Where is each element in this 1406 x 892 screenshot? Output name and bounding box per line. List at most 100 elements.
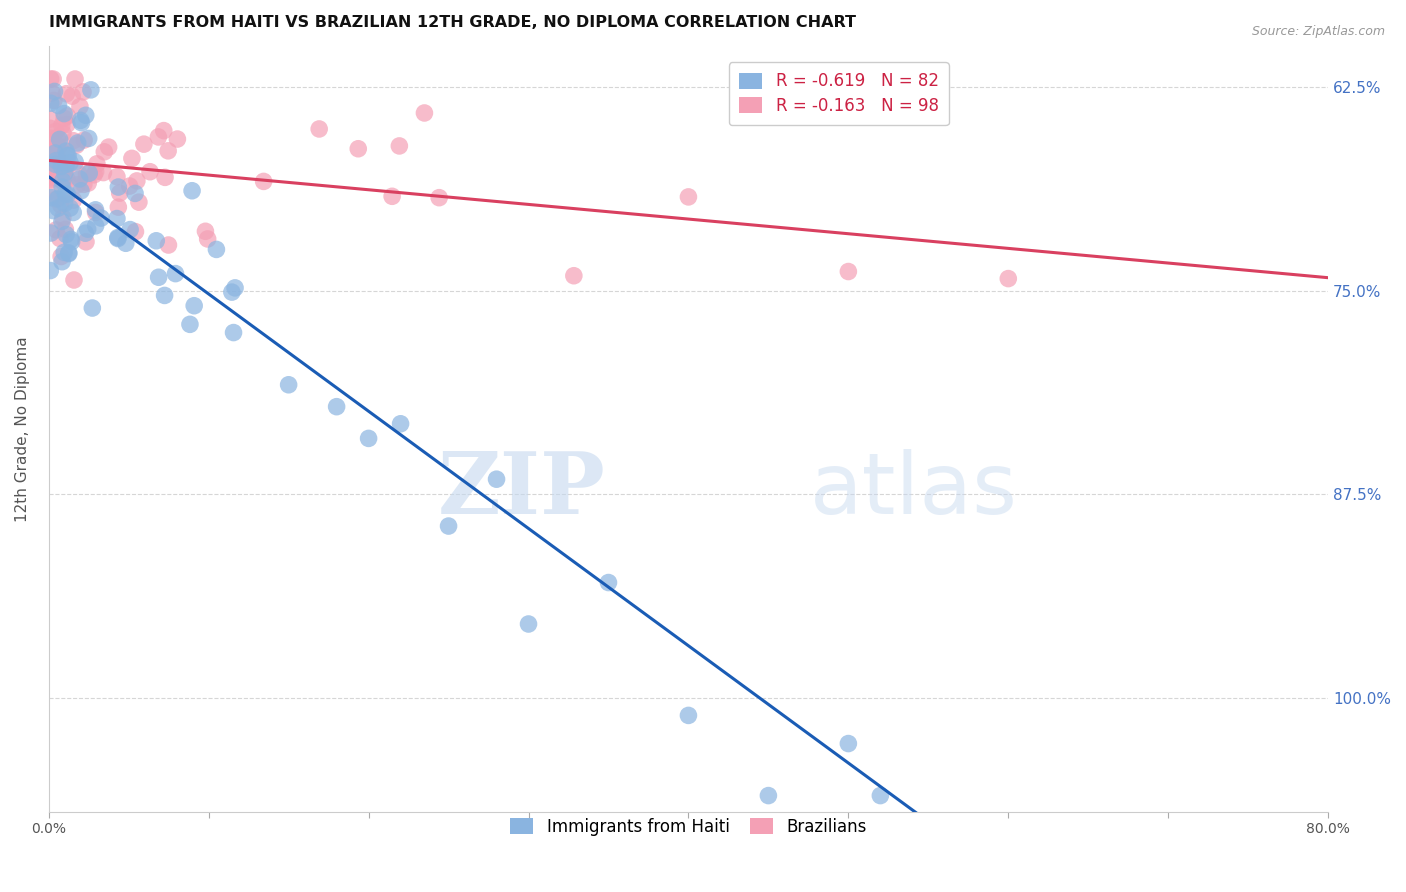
Point bbox=[45, 192, 67, 206]
Point bbox=[39, 191, 62, 205]
Point bbox=[73, 133, 96, 147]
Point bbox=[67, 167, 90, 181]
Point bbox=[224, 281, 246, 295]
Point bbox=[325, 400, 347, 414]
Point bbox=[52, 126, 75, 140]
Point bbox=[55, 87, 77, 101]
Point bbox=[62, 134, 84, 148]
Point bbox=[56, 149, 79, 163]
Point bbox=[75, 226, 97, 240]
Point bbox=[42, 94, 65, 108]
Point bbox=[93, 145, 115, 159]
Point bbox=[45, 124, 67, 138]
Point bbox=[39, 96, 62, 111]
Point bbox=[52, 211, 75, 225]
Point bbox=[517, 617, 540, 632]
Point bbox=[48, 171, 70, 186]
Point bbox=[758, 789, 780, 803]
Point bbox=[157, 144, 180, 158]
Point bbox=[49, 166, 72, 180]
Point bbox=[357, 431, 380, 445]
Point bbox=[77, 131, 100, 145]
Point bbox=[53, 222, 76, 236]
Point bbox=[145, 234, 167, 248]
Point bbox=[60, 89, 83, 103]
Point bbox=[124, 225, 146, 239]
Point bbox=[42, 141, 65, 155]
Point bbox=[51, 254, 73, 268]
Point bbox=[69, 113, 91, 128]
Point bbox=[45, 157, 67, 171]
Point bbox=[562, 268, 585, 283]
Point bbox=[388, 139, 411, 153]
Point bbox=[148, 270, 170, 285]
Point bbox=[76, 222, 98, 236]
Point bbox=[51, 119, 73, 133]
Point bbox=[53, 106, 76, 120]
Point bbox=[63, 273, 86, 287]
Point bbox=[42, 72, 65, 87]
Point bbox=[678, 190, 700, 204]
Point bbox=[427, 191, 450, 205]
Point bbox=[183, 299, 205, 313]
Point bbox=[84, 202, 107, 217]
Point bbox=[49, 231, 72, 245]
Point bbox=[62, 193, 84, 207]
Point bbox=[59, 156, 82, 170]
Point bbox=[58, 246, 80, 260]
Point bbox=[53, 245, 76, 260]
Point bbox=[437, 519, 460, 533]
Point bbox=[46, 192, 69, 206]
Point bbox=[93, 165, 115, 179]
Point bbox=[114, 236, 136, 251]
Point bbox=[41, 168, 63, 182]
Point bbox=[53, 196, 76, 211]
Point bbox=[39, 226, 62, 240]
Point bbox=[222, 326, 245, 340]
Point bbox=[837, 737, 859, 751]
Point bbox=[83, 168, 105, 182]
Point bbox=[166, 132, 188, 146]
Point bbox=[108, 186, 131, 200]
Point bbox=[51, 145, 73, 159]
Point bbox=[277, 377, 299, 392]
Point bbox=[59, 201, 82, 215]
Point bbox=[48, 139, 70, 153]
Point bbox=[84, 205, 107, 219]
Point bbox=[51, 214, 73, 228]
Point bbox=[63, 72, 86, 87]
Point bbox=[42, 170, 65, 185]
Point bbox=[66, 136, 89, 150]
Point bbox=[139, 165, 162, 179]
Point bbox=[49, 198, 72, 212]
Text: ZIP: ZIP bbox=[437, 449, 606, 533]
Point bbox=[49, 250, 72, 264]
Point bbox=[45, 144, 67, 158]
Point bbox=[381, 189, 404, 203]
Point bbox=[39, 172, 62, 186]
Point bbox=[205, 243, 228, 257]
Point bbox=[389, 417, 412, 431]
Point bbox=[485, 472, 508, 486]
Point bbox=[39, 151, 62, 165]
Point bbox=[118, 179, 141, 194]
Point bbox=[46, 139, 69, 153]
Point bbox=[39, 121, 62, 136]
Point bbox=[128, 195, 150, 210]
Point bbox=[63, 155, 86, 169]
Point bbox=[55, 157, 77, 171]
Point bbox=[153, 170, 176, 185]
Point bbox=[41, 170, 63, 185]
Point bbox=[121, 152, 143, 166]
Point bbox=[39, 185, 62, 199]
Point bbox=[55, 227, 77, 242]
Point bbox=[77, 166, 100, 180]
Point bbox=[125, 174, 148, 188]
Point bbox=[44, 145, 66, 160]
Point bbox=[157, 238, 180, 252]
Point bbox=[73, 178, 96, 192]
Point bbox=[179, 318, 201, 332]
Point bbox=[107, 230, 129, 244]
Point bbox=[153, 288, 176, 302]
Point bbox=[221, 285, 243, 299]
